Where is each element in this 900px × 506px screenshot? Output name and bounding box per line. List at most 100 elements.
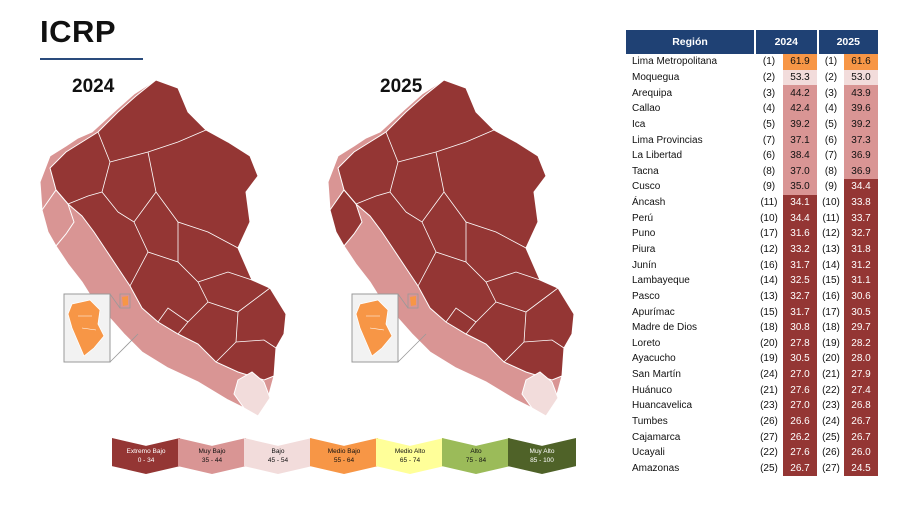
- legend-range: 85 - 100: [530, 457, 554, 464]
- value-2024: 30.8: [783, 319, 818, 336]
- rank-2025: (13): [817, 241, 844, 258]
- rank-2025: (20): [817, 351, 844, 367]
- header-2025: 2025: [816, 30, 878, 54]
- rank-2024: (17): [760, 228, 778, 240]
- rank-2024: (3): [762, 87, 776, 99]
- value-2025: 53.0: [844, 69, 878, 86]
- value-2025: 33.8: [844, 194, 878, 211]
- legend-label: Bajo: [271, 448, 285, 455]
- table-row: Tacna (8) 37.0 (8) 36.9: [626, 163, 878, 180]
- table-row: La Libertad (6) 38.4 (7) 36.9: [626, 147, 878, 164]
- rank-2025: (19): [817, 335, 844, 352]
- rank-2025: (25): [817, 429, 844, 446]
- rank-2025: (26): [817, 445, 844, 461]
- inset-pointer-box: [407, 293, 419, 309]
- ranking-table: Región 2024 2025 Lima Metropolitana (1) 61…: [626, 30, 878, 477]
- rank-2024: (8): [762, 165, 776, 177]
- value-2025: 26.0: [844, 445, 878, 461]
- value-2024: 61.9: [783, 54, 818, 70]
- region-name: Áncash: [632, 197, 666, 209]
- rank-2024: (12): [760, 244, 778, 255]
- region-name: Junín: [632, 259, 657, 271]
- rank-2025: (4): [817, 100, 844, 117]
- region-name: Piura: [632, 244, 656, 255]
- rank-2024: (27): [760, 431, 778, 443]
- legend-label: Muy Bajo: [198, 448, 226, 455]
- region-name: Cusco: [632, 181, 661, 193]
- value-2025: 24.5: [844, 460, 878, 477]
- legend-bajo: Bajo 45 - 54: [244, 438, 312, 474]
- value-2025: 28.2: [844, 335, 878, 352]
- inset-lima-shape: [355, 299, 393, 357]
- table-header-row: Región 2024 2025: [626, 30, 878, 54]
- value-2024: 27.0: [783, 366, 818, 383]
- region-name: Tumbes: [632, 416, 668, 428]
- rank-2025: (2): [817, 69, 844, 86]
- table-row: Áncash (11) 34.1 (10) 33.8: [626, 194, 878, 211]
- peru-map-2024: [39, 79, 287, 417]
- legend-label: Alto: [470, 448, 482, 455]
- value-2025: 32.7: [844, 226, 878, 242]
- region-north-coast: [41, 189, 75, 247]
- region-name: Pasco: [632, 290, 660, 302]
- region-south-light: [521, 371, 559, 417]
- rank-2025: (6): [817, 132, 844, 148]
- rank-2025: (11): [817, 210, 844, 227]
- legend-range: 75 - 84: [465, 457, 487, 464]
- value-2024: 26.2: [783, 429, 818, 446]
- legend-label: Medio Alto: [394, 448, 426, 455]
- region-name: Cajamarca: [632, 431, 681, 443]
- legend-medio-bajo: Medio Bajo 55 - 64: [310, 438, 378, 474]
- value-2024: 38.4: [783, 147, 818, 164]
- rank-2024: (5): [762, 118, 776, 130]
- value-2025: 28.0: [844, 351, 878, 367]
- legend-label: Extremo Bajo: [126, 448, 166, 455]
- table-row: Huancavelica (23) 27.0 (23) 26.8: [626, 398, 878, 414]
- region-name: Ucayali: [632, 447, 665, 459]
- value-2024: 37.1: [783, 132, 818, 148]
- inset-lima-shape: [67, 299, 105, 357]
- inset-pointer-box: [119, 293, 131, 309]
- rank-2024: (1): [762, 56, 776, 68]
- table-row: Callao (4) 42.4 (4) 39.6: [626, 100, 878, 117]
- region-name: San Martín: [632, 369, 681, 381]
- value-2024: 26.7: [783, 460, 818, 477]
- value-2024: 33.2: [783, 241, 818, 258]
- rank-2024: (6): [762, 150, 776, 162]
- rank-2024: (19): [760, 353, 778, 365]
- header-region: Región: [626, 30, 755, 54]
- legend-range: 35 - 44: [201, 457, 223, 464]
- table-row: Apurímac (15) 31.7 (17) 30.5: [626, 304, 878, 320]
- rank-2025: (22): [817, 382, 844, 399]
- rank-2024: (22): [760, 447, 778, 459]
- rank-2024: (26): [760, 416, 778, 428]
- value-2025: 26.7: [844, 429, 878, 446]
- region-name: Lima Metropolitana: [632, 56, 718, 68]
- value-2025: 39.2: [844, 116, 878, 133]
- table-row: Perú (10) 34.4 (11) 33.7: [626, 210, 878, 227]
- value-2025: 39.6: [844, 100, 878, 117]
- value-2024: 30.5: [783, 351, 818, 367]
- rank-2025: (1): [817, 54, 844, 70]
- rank-2025: (24): [817, 413, 844, 430]
- rank-2025: (27): [817, 460, 844, 477]
- value-2024: 31.7: [783, 257, 818, 273]
- region-south-light: [233, 371, 271, 417]
- legend-muy-alto: Muy Alto 85 - 100: [508, 438, 576, 474]
- value-2025: 61.6: [844, 54, 878, 70]
- table-row: Piura (12) 33.2 (13) 31.8: [626, 241, 878, 258]
- region-name: Tacna: [632, 165, 659, 177]
- region-name: Lima Provincias: [632, 134, 703, 146]
- region-name: Lambayeque: [632, 275, 690, 287]
- value-2025: 34.4: [844, 179, 878, 195]
- rank-2025: (23): [817, 398, 844, 414]
- rank-2025: (17): [817, 304, 844, 320]
- region-name: Apurímac: [632, 306, 675, 318]
- table-row: Lima Provincias (7) 37.1 (6) 37.3: [626, 132, 878, 148]
- rank-2025: (18): [817, 319, 844, 336]
- rank-2024: (15): [760, 306, 778, 318]
- rank-2024: (21): [760, 384, 778, 396]
- region-name: La Libertad: [632, 150, 683, 162]
- table-row: Huánuco (21) 27.6 (22) 27.4: [626, 382, 878, 399]
- region-north-coast: [329, 189, 363, 247]
